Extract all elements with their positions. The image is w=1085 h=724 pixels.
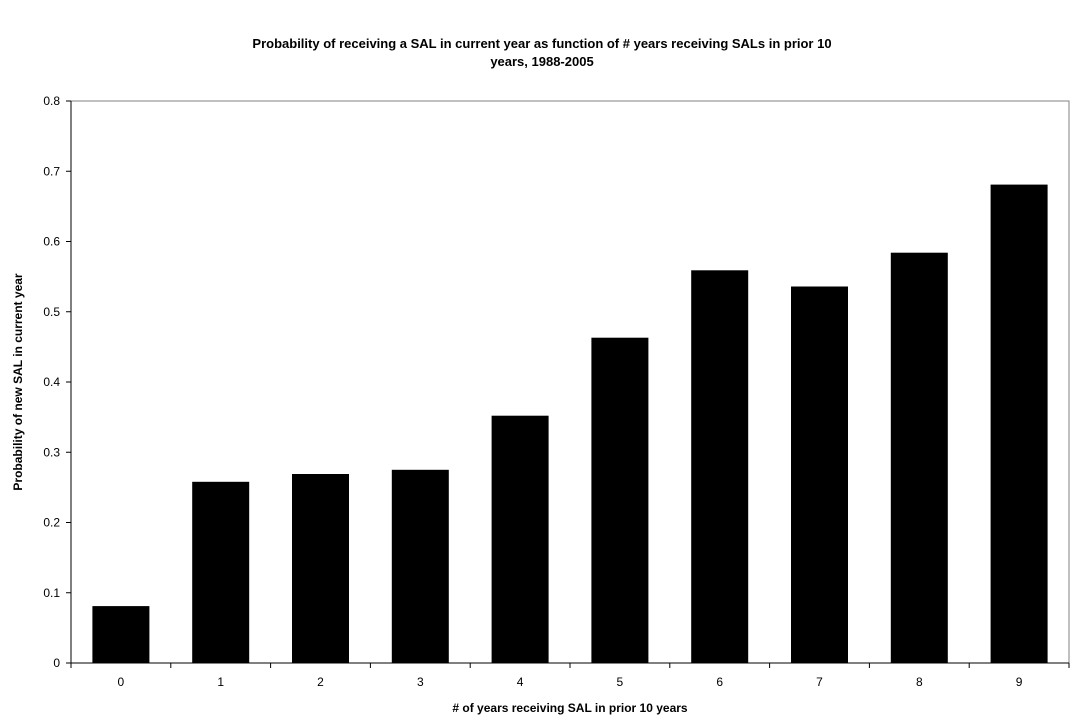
bar <box>391 469 449 663</box>
x-tick-label: 8 <box>916 675 923 689</box>
y-axis: 0 0.1 0.2 0.3 0.4 0.5 0.6 0.7 0.8 <box>43 94 72 670</box>
bar <box>890 252 948 663</box>
y-tick-label: 0.4 <box>43 375 60 389</box>
bar <box>990 184 1048 663</box>
chart-title-line: Probability of receiving a SAL in curren… <box>252 36 831 51</box>
x-tick-label: 1 <box>217 675 224 689</box>
bar <box>92 606 150 663</box>
bar <box>791 286 848 663</box>
x-tick-label: 6 <box>716 675 723 689</box>
y-tick-label: 0 <box>53 656 60 670</box>
y-tick-label: 0.1 <box>43 586 60 600</box>
chart-title-line: years, 1988-2005 <box>490 54 593 69</box>
x-tick-label: 5 <box>617 675 624 689</box>
y-tick-label: 0.3 <box>43 445 60 459</box>
x-tick-label: 2 <box>317 675 324 689</box>
bar <box>491 415 549 663</box>
y-tick-label: 0.8 <box>43 94 60 108</box>
plot-border <box>71 100 1070 663</box>
y-tick-label: 0.6 <box>43 235 60 249</box>
x-tick-label: 7 <box>816 675 823 689</box>
x-tick-label: 3 <box>417 675 424 689</box>
x-tick-label: 0 <box>118 675 125 689</box>
y-axis-title: Probability of new SAL in current year <box>11 273 25 490</box>
bars <box>92 184 1048 663</box>
bar <box>591 337 649 663</box>
x-axis: 0 1 2 3 4 5 6 7 8 9 <box>70 662 1070 689</box>
y-tick-label: 0.5 <box>43 305 60 319</box>
bar <box>292 474 349 663</box>
x-tick-label: 4 <box>517 675 524 689</box>
x-tick-label: 9 <box>1016 675 1023 689</box>
chart-title: Probability of receiving a SAL in curren… <box>252 36 831 69</box>
bar <box>691 270 749 663</box>
y-tick-label: 0.7 <box>43 164 60 178</box>
bar <box>192 481 250 663</box>
y-tick-label: 0.2 <box>43 516 60 530</box>
x-axis-title: # of years receiving SAL in prior 10 yea… <box>452 701 688 715</box>
plot-area <box>71 100 1070 663</box>
